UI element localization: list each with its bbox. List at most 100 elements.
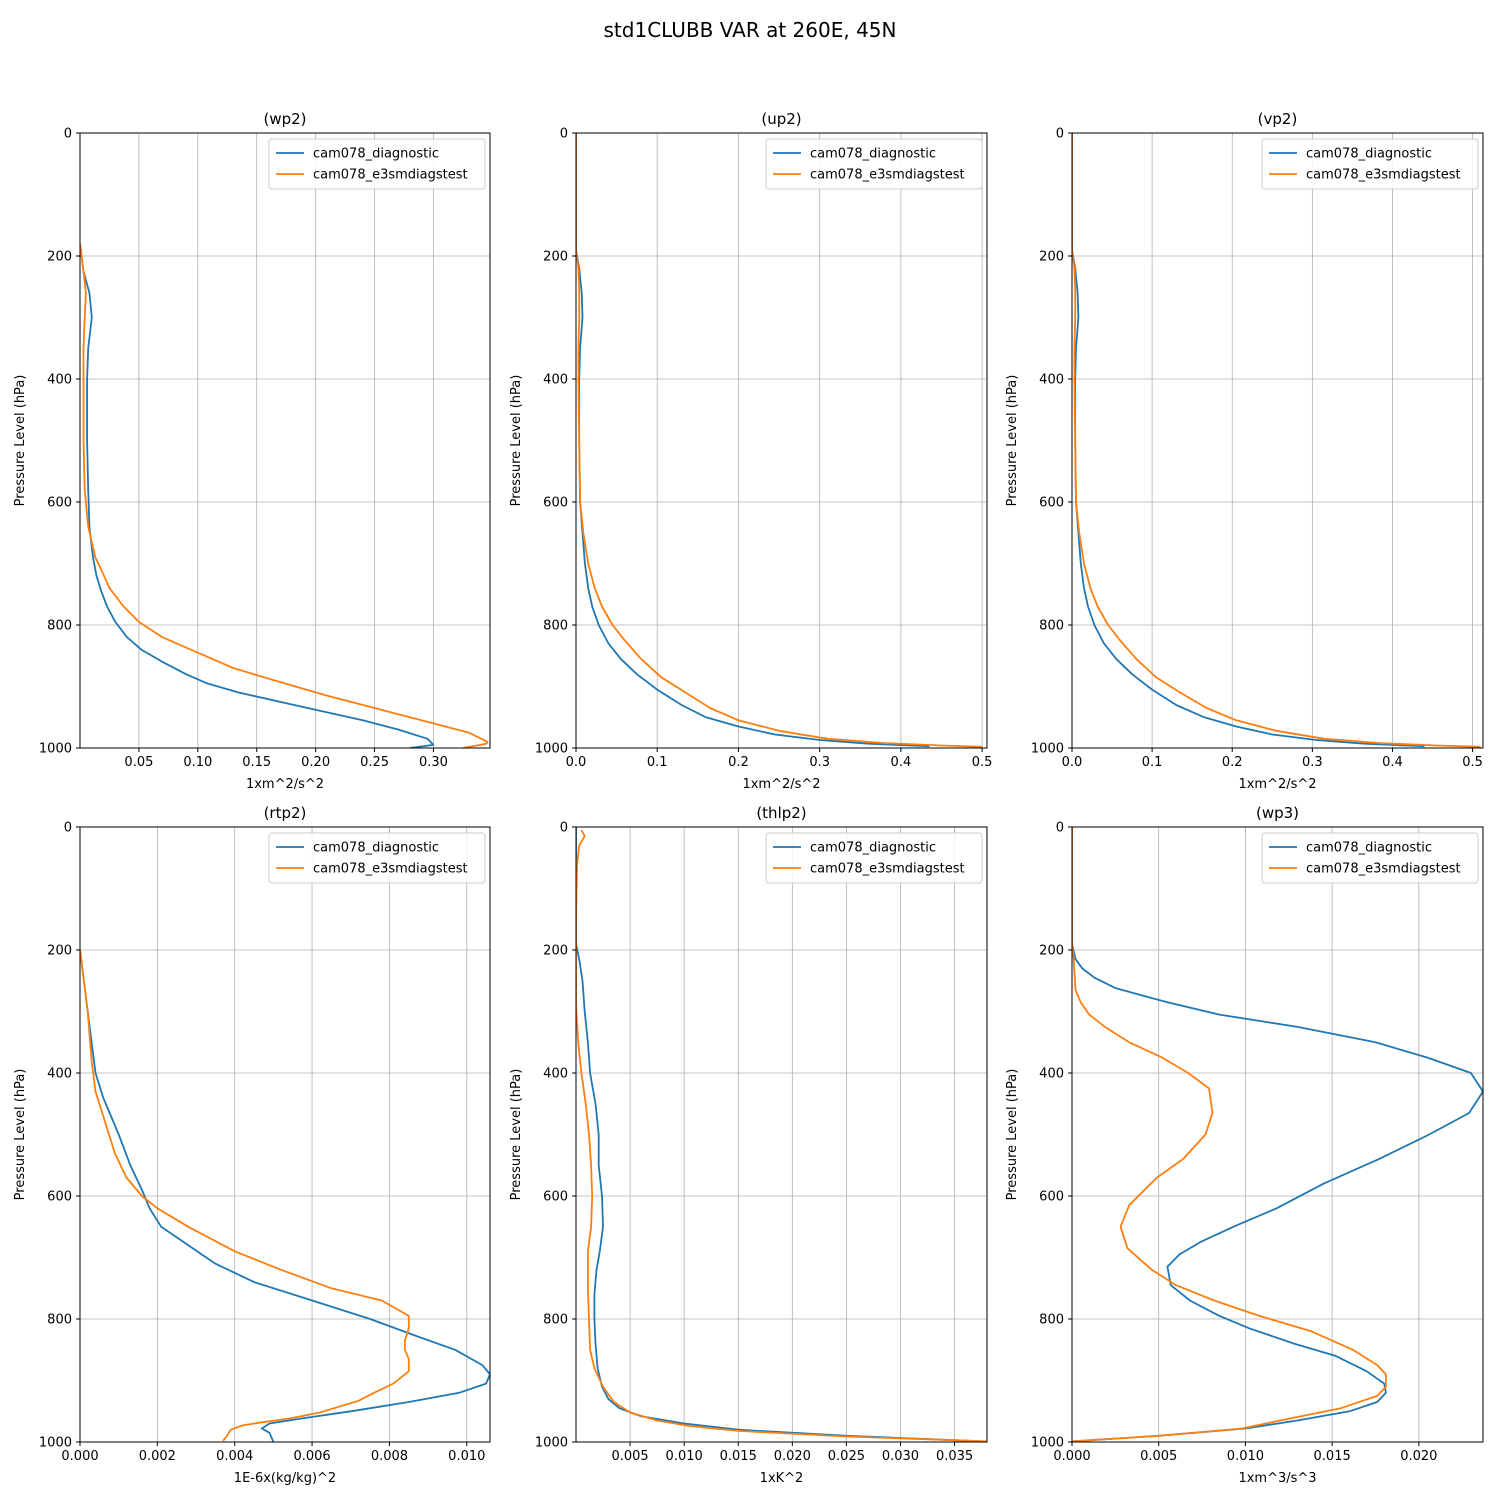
y-tick-label: 800 bbox=[1039, 1313, 1064, 1328]
subplot-title: (wp2) bbox=[263, 110, 306, 128]
y-tick-label: 1000 bbox=[535, 1436, 568, 1451]
y-tick-label: 400 bbox=[1039, 373, 1064, 388]
x-tick-label: 0.4 bbox=[891, 755, 912, 770]
series-line-cam078_diagnostic bbox=[576, 133, 930, 748]
y-tick-label: 1000 bbox=[1031, 742, 1064, 757]
x-tick-label: 0.020 bbox=[774, 1449, 811, 1464]
axes-frame bbox=[575, 826, 988, 1443]
x-tick-label: 0.1 bbox=[1142, 755, 1163, 770]
axes-frame bbox=[79, 826, 491, 1443]
x-tick-label: 0.010 bbox=[1227, 1449, 1264, 1464]
x-axis-label: 1xm^2/s^2 bbox=[1238, 777, 1316, 792]
y-tick-label: 400 bbox=[543, 1067, 568, 1082]
legend-label: cam078_diagnostic bbox=[810, 841, 936, 856]
subplot-thlp2: 0.005 0.010 0.015 0.020 0.025 0.030 0.035 0 200 4… bbox=[509, 804, 988, 1486]
y-axis-label: Pressure Level (hPa) bbox=[1005, 375, 1020, 507]
subplot-title: (thlp2) bbox=[756, 804, 806, 822]
x-tick-label: 0.025 bbox=[828, 1449, 865, 1464]
y-axis-label: Pressure Level (hPa) bbox=[509, 1069, 524, 1201]
y-tick-label: 200 bbox=[543, 944, 568, 959]
x-tick-label: 0.002 bbox=[139, 1449, 176, 1464]
y-tick-label: 800 bbox=[543, 1313, 568, 1328]
subplot-wp2: 0.05 0.10 0.15 0.20 0.25 0.30 0 200 400 600 800 100… bbox=[13, 110, 491, 792]
x-tick-label: 0.2 bbox=[728, 755, 749, 770]
legend-label: cam078_e3smdiagstest bbox=[810, 862, 965, 877]
x-tick-label: 0.0 bbox=[566, 755, 587, 770]
legend: cam078_diagnostic cam078_e3smdiagstest bbox=[268, 138, 486, 190]
series-line-cam078_diagnostic bbox=[576, 827, 982, 1442]
x-tick-label: 0.3 bbox=[1302, 755, 1323, 770]
series-line-cam078_diagnostic bbox=[80, 243, 435, 748]
legend-box bbox=[1261, 138, 1479, 190]
x-tick-label: 0.30 bbox=[419, 755, 448, 770]
legend: cam078_diagnostic cam078_e3smdiagstest bbox=[268, 832, 486, 884]
y-tick-label: 400 bbox=[47, 373, 72, 388]
subplot-vp2: 0.0 0.1 0.2 0.3 0.4 0.5 0 200 400 600 800 1000 (vp2)… bbox=[1005, 110, 1484, 792]
x-tick-label: 0.006 bbox=[293, 1449, 330, 1464]
legend: cam078_diagnostic cam078_e3smdiagstest bbox=[1261, 138, 1479, 190]
legend-box bbox=[765, 138, 983, 190]
x-tick-label: 0.008 bbox=[371, 1449, 408, 1464]
y-tick-label: 600 bbox=[543, 496, 568, 511]
y-tick-label: 0 bbox=[64, 127, 72, 142]
y-tick-label: 400 bbox=[543, 373, 568, 388]
y-tick-label: 200 bbox=[1039, 250, 1064, 265]
x-tick-label: 0.020 bbox=[1400, 1449, 1437, 1464]
series-line-cam078_e3smdiagstest bbox=[576, 829, 987, 1442]
legend-label: cam078_diagnostic bbox=[1306, 147, 1432, 162]
x-tick-label: 0.25 bbox=[360, 755, 389, 770]
y-tick-label: 0 bbox=[64, 821, 72, 836]
axes-frame bbox=[1071, 132, 1484, 749]
y-tick-label: 1000 bbox=[39, 742, 72, 757]
series-line-cam078_diagnostic bbox=[80, 949, 490, 1442]
series-line-cam078_diagnostic bbox=[1072, 133, 1425, 748]
legend-label: cam078_diagnostic bbox=[810, 147, 936, 162]
x-tick-label: 0.3 bbox=[809, 755, 830, 770]
legend-box bbox=[1261, 832, 1479, 884]
x-tick-label: 0.015 bbox=[720, 1449, 757, 1464]
y-tick-label: 200 bbox=[47, 250, 72, 265]
x-tick-label: 0.000 bbox=[61, 1449, 98, 1464]
y-tick-label: 400 bbox=[1039, 1067, 1064, 1082]
y-tick-label: 0 bbox=[560, 127, 568, 142]
series-line-cam078_e3smdiagstest bbox=[1072, 133, 1481, 748]
y-tick-label: 600 bbox=[47, 1190, 72, 1205]
series-line-cam078_e3smdiagstest bbox=[1072, 827, 1387, 1442]
y-tick-label: 200 bbox=[543, 250, 568, 265]
y-tick-label: 800 bbox=[47, 619, 72, 634]
x-tick-label: 0.010 bbox=[666, 1449, 703, 1464]
x-tick-label: 0.20 bbox=[301, 755, 330, 770]
x-tick-label: 0.10 bbox=[183, 755, 212, 770]
subplot-title: (wp3) bbox=[1256, 804, 1299, 822]
x-axis-label: 1xm^2/s^2 bbox=[246, 777, 324, 792]
axes-frame bbox=[575, 132, 988, 749]
axes-frame bbox=[1071, 826, 1484, 1443]
legend-box bbox=[268, 138, 486, 190]
x-axis-label: 1xm^2/s^2 bbox=[742, 777, 820, 792]
subplot-title: (vp2) bbox=[1258, 110, 1298, 128]
y-tick-label: 800 bbox=[543, 619, 568, 634]
y-tick-label: 0 bbox=[560, 821, 568, 836]
y-tick-label: 800 bbox=[47, 1313, 72, 1328]
x-tick-label: 0.000 bbox=[1053, 1449, 1090, 1464]
y-tick-label: 1000 bbox=[535, 742, 568, 757]
x-tick-label: 0.1 bbox=[647, 755, 668, 770]
y-tick-label: 0 bbox=[1056, 127, 1064, 142]
legend: cam078_diagnostic cam078_e3smdiagstest bbox=[765, 832, 983, 884]
y-axis-label: Pressure Level (hPa) bbox=[13, 1069, 28, 1201]
legend: cam078_diagnostic cam078_e3smdiagstest bbox=[1261, 832, 1479, 884]
figure-title: std1CLUBB VAR at 260E, 45N bbox=[604, 18, 897, 42]
legend-box bbox=[268, 832, 486, 884]
series-line-cam078_e3smdiagstest bbox=[80, 243, 489, 748]
legend-label: cam078_diagnostic bbox=[313, 147, 439, 162]
x-tick-label: 0.005 bbox=[1140, 1449, 1177, 1464]
legend-label: cam078_e3smdiagstest bbox=[313, 168, 468, 183]
y-tick-label: 600 bbox=[543, 1190, 568, 1205]
x-tick-label: 0.015 bbox=[1314, 1449, 1351, 1464]
legend-label: cam078_e3smdiagstest bbox=[1306, 862, 1461, 877]
series-line-cam078_e3smdiagstest bbox=[80, 949, 410, 1442]
x-axis-label: 1xm^3/s^3 bbox=[1238, 1471, 1316, 1486]
x-tick-label: 0.15 bbox=[242, 755, 271, 770]
legend: cam078_diagnostic cam078_e3smdiagstest bbox=[765, 138, 983, 190]
